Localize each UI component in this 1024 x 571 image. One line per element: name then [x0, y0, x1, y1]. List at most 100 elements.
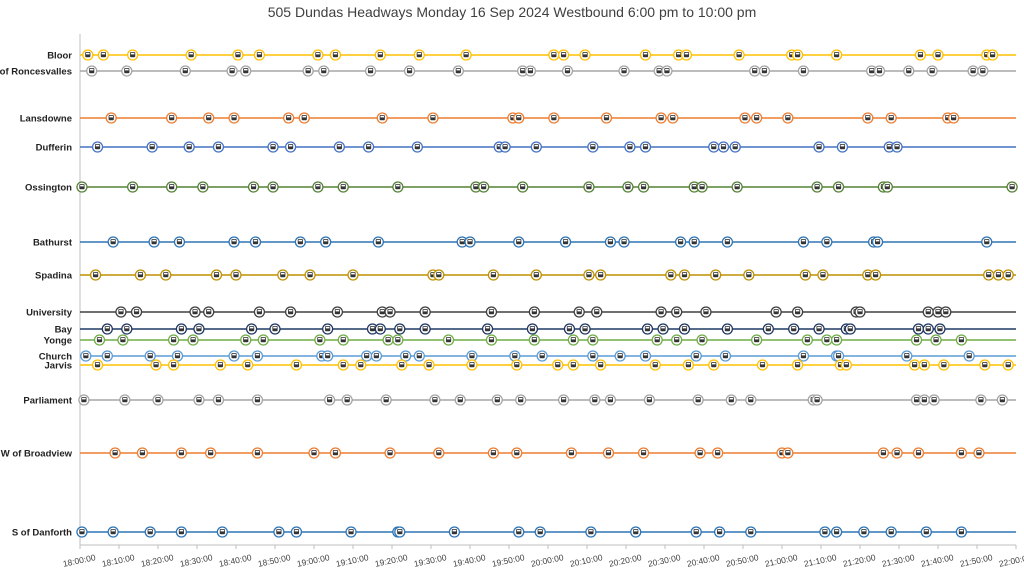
streetcar-icon: [804, 337, 810, 343]
vehicle-marker: [739, 112, 751, 124]
streetcar-window: [735, 184, 739, 187]
streetcar-icon: [835, 353, 842, 359]
vehicle-marker: [526, 323, 539, 335]
vehicle-marker: [932, 49, 944, 61]
vehicle-marker: [811, 394, 823, 406]
streetcar-icon: [110, 529, 116, 535]
streetcar-window: [655, 337, 659, 340]
vehicle-marker: [811, 181, 823, 193]
vehicle-marker: [671, 306, 683, 318]
streetcar-window: [552, 115, 556, 118]
streetcar-icon: [822, 529, 828, 535]
streetcar-icon: [137, 272, 144, 278]
streetcar-icon: [564, 68, 571, 74]
streetcar-window: [986, 272, 991, 275]
streetcar-icon: [514, 362, 520, 368]
streetcar-window: [936, 52, 940, 55]
streetcar-icon: [196, 397, 202, 403]
streetcar-window: [858, 309, 862, 312]
streetcar-icon: [133, 309, 140, 315]
x-tick-label: 19:00:00: [296, 552, 331, 569]
streetcar-icon: [377, 52, 383, 58]
streetcar-window: [341, 362, 346, 365]
vehicle-marker: [983, 269, 995, 281]
vehicle-marker: [751, 334, 763, 346]
vehicle-marker: [491, 394, 503, 406]
streetcar-icon: [607, 397, 613, 403]
vehicle-marker: [585, 526, 597, 538]
streetcar-window: [243, 337, 248, 340]
streetcar-window: [197, 326, 201, 329]
streetcar-window: [84, 353, 88, 356]
vehicle-marker: [678, 323, 691, 335]
streetcar-icon: [122, 397, 128, 403]
streetcar-icon: [301, 115, 307, 121]
streetcar-icon: [683, 52, 690, 58]
streetcar-window: [577, 309, 581, 312]
streetcar-icon: [147, 353, 153, 359]
streetcar-window: [747, 272, 751, 275]
stop-label: Bay: [55, 325, 73, 336]
vehicle-marker: [708, 359, 720, 371]
streetcar-icon: [206, 309, 212, 315]
streetcar-icon: [711, 362, 717, 368]
streetcar-icon: [254, 353, 261, 359]
vehicle-marker: [101, 323, 113, 335]
vehicle-marker: [175, 447, 188, 459]
vehicle-marker: [214, 359, 227, 371]
streetcar-icon: [736, 52, 742, 58]
streetcar-icon: [966, 353, 972, 359]
streetcar-window: [446, 337, 451, 340]
streetcar-window: [930, 68, 934, 71]
vehicle-marker: [788, 323, 800, 335]
stop-label: Spadina: [35, 271, 73, 282]
streetcar-window: [749, 529, 753, 532]
vehicle-marker: [891, 141, 903, 153]
streetcar-icon: [174, 353, 181, 359]
vehicle-marker: [721, 323, 734, 335]
vehicle-marker: [136, 447, 149, 459]
vehicle-marker: [869, 269, 882, 281]
vehicle-marker: [618, 236, 630, 248]
streetcar-icon: [315, 52, 321, 58]
streetcar-icon: [254, 397, 261, 403]
streetcar-icon: [213, 272, 220, 278]
streetcar-icon: [231, 115, 237, 121]
vehicle-marker: [910, 394, 923, 406]
streetcar-icon: [935, 309, 941, 315]
streetcar-window: [984, 239, 989, 242]
vehicle-marker: [725, 394, 737, 406]
x-tick-label: 18:00:00: [62, 552, 97, 569]
streetcar-window: [105, 326, 110, 329]
vehicle-marker: [175, 526, 188, 538]
vehicle-marker: [101, 350, 113, 362]
x-tick-label: 18:10:00: [101, 552, 136, 569]
streetcar-icon: [217, 362, 223, 368]
streetcar-window: [938, 326, 942, 329]
streetcar-window: [534, 144, 539, 147]
streetcar-window: [316, 184, 320, 187]
streetcar-window: [659, 115, 663, 118]
streetcar-window: [495, 397, 500, 400]
streetcar-icon: [561, 397, 567, 403]
x-tick-label: 20:20:00: [608, 552, 643, 569]
streetcar-window: [294, 529, 299, 532]
streetcar-icon: [104, 353, 110, 359]
vehicle-marker: [413, 49, 425, 61]
streetcar-window: [417, 353, 422, 356]
streetcar-window: [836, 184, 841, 187]
streetcar-window: [255, 397, 260, 400]
streetcar-window: [984, 52, 989, 55]
vehicle-marker: [678, 269, 691, 281]
streetcar-icon: [958, 337, 964, 343]
streetcar-icon: [332, 52, 339, 58]
streetcar-window: [206, 115, 211, 118]
streetcar-icon: [800, 239, 807, 245]
streetcar-icon: [516, 239, 522, 245]
streetcar-window: [881, 450, 886, 453]
stop-label: Bloor: [47, 51, 72, 62]
streetcar-window: [245, 362, 250, 365]
streetcar-icon: [469, 353, 475, 359]
vehicle-marker: [653, 65, 665, 77]
vehicle-marker: [661, 65, 673, 77]
